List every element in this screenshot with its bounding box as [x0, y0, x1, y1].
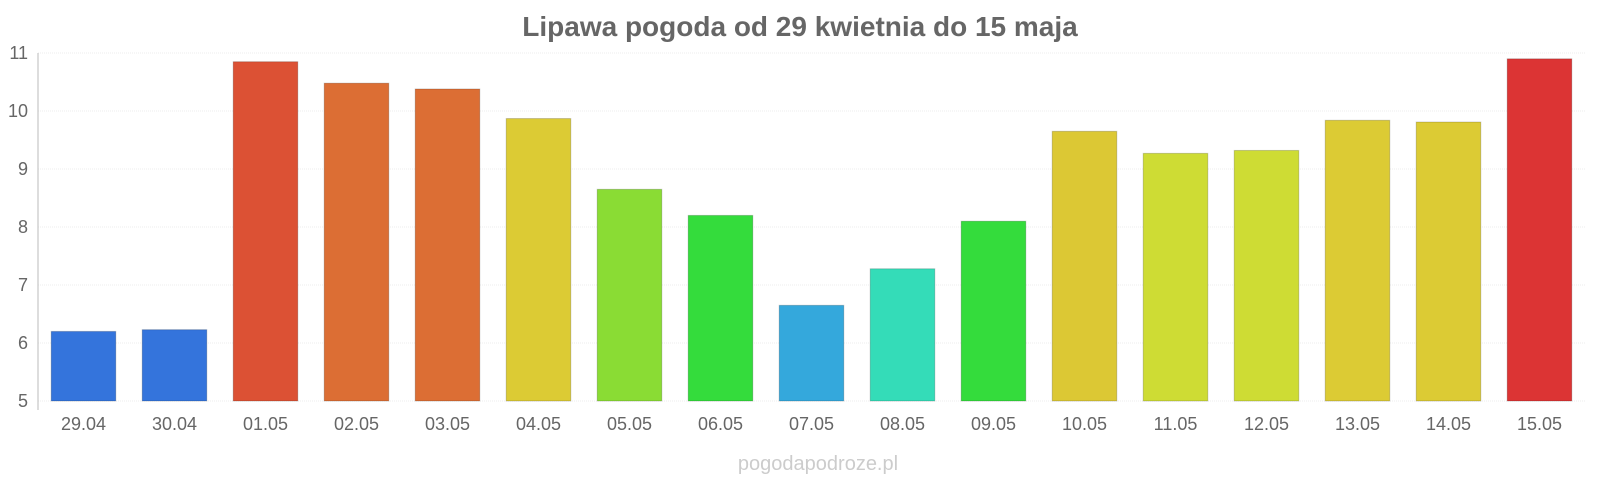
- x-tick-label: 12.05: [1244, 414, 1289, 434]
- y-axis-tick-labels: 5 6 7 8 9 10 11: [8, 43, 28, 411]
- x-tick-label: 08.05: [880, 414, 925, 434]
- x-tick-label: 30.04: [152, 414, 197, 434]
- y-tick-label: 8: [18, 217, 28, 237]
- x-tick-label: 11.05: [1154, 414, 1198, 434]
- x-tick-label: 01.05: [243, 414, 288, 434]
- x-tick-label: 09.05: [971, 414, 1016, 434]
- watermark: pogodapodroze.pl: [738, 453, 898, 475]
- bar[interactable]: [505, 118, 572, 402]
- chart-title: Lipawa pogoda od 29 kwietnia do 15 maja: [522, 11, 1078, 42]
- bar[interactable]: [869, 268, 936, 402]
- bar[interactable]: [1233, 149, 1300, 402]
- y-tick-label: 10: [8, 101, 28, 121]
- bars: [50, 58, 1573, 402]
- x-tick-label: 07.05: [789, 414, 834, 434]
- y-tick-label: 9: [18, 159, 28, 179]
- y-tick-label: 6: [18, 333, 28, 353]
- bar[interactable]: [414, 88, 481, 402]
- bar[interactable]: [50, 330, 117, 402]
- x-tick-label: 29.04: [61, 414, 106, 434]
- x-tick-label: 13.05: [1335, 414, 1380, 434]
- x-tick-label: 14.05: [1426, 414, 1471, 434]
- x-tick-label: 02.05: [334, 414, 379, 434]
- x-tick-label: 10.05: [1062, 414, 1107, 434]
- bar[interactable]: [1415, 121, 1482, 402]
- x-tick-label: 15.05: [1517, 414, 1562, 434]
- y-tick-label: 11: [9, 43, 28, 63]
- x-tick-label: 03.05: [425, 414, 470, 434]
- bar[interactable]: [1506, 58, 1573, 402]
- bar[interactable]: [778, 304, 845, 402]
- y-tick-label: 7: [18, 275, 28, 295]
- x-tick-label: 06.05: [698, 414, 743, 434]
- bar[interactable]: [1142, 152, 1209, 402]
- x-axis-tick-labels: 29.04 30.04 01.05 02.05 03.05 04.05 05.05 06.05…: [61, 414, 1562, 434]
- x-tick-label: 04.05: [516, 414, 561, 434]
- bar[interactable]: [1051, 130, 1118, 402]
- bar[interactable]: [596, 188, 663, 402]
- bar[interactable]: [687, 214, 754, 402]
- bar[interactable]: [232, 61, 299, 402]
- bar[interactable]: [323, 82, 390, 402]
- bar[interactable]: [1324, 119, 1391, 402]
- y-tick-label: 5: [18, 391, 28, 411]
- bar[interactable]: [960, 220, 1027, 402]
- x-tick-label: 05.05: [607, 414, 652, 434]
- bar[interactable]: [141, 329, 208, 402]
